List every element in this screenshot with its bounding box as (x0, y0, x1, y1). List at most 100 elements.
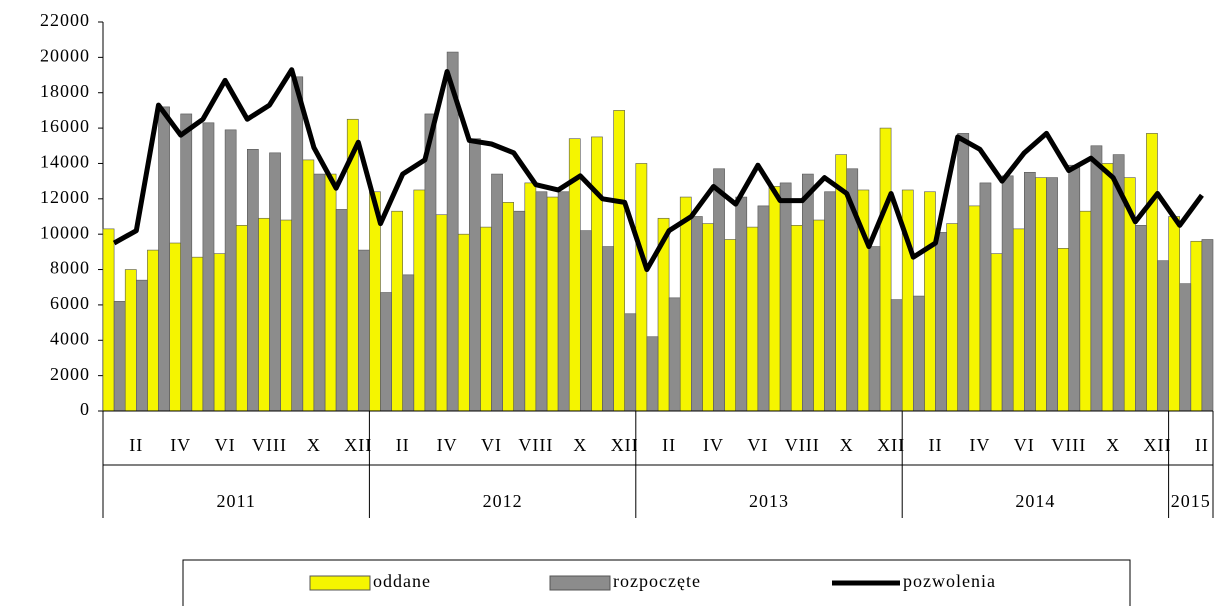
x-tick-label: IV (170, 435, 191, 455)
x-tick-label: IV (437, 435, 458, 455)
y-tick-label: 14000 (40, 152, 90, 172)
x-tick-label: VIII (1051, 435, 1086, 455)
bar (102, 228, 115, 412)
bar (435, 214, 448, 412)
y-tick-label: 16000 (40, 116, 90, 136)
bar (235, 225, 248, 412)
legend-label: pozwolenia (903, 571, 996, 591)
bar (258, 217, 270, 412)
y-tick-label: 0 (80, 399, 90, 419)
bar (1057, 248, 1069, 412)
x-tick-label: IV (969, 435, 990, 455)
bar (280, 219, 293, 412)
bar (946, 223, 958, 412)
x-tick-label: XII (611, 435, 639, 455)
x-tick-label: VIII (518, 435, 553, 455)
bar (269, 152, 281, 412)
bar (779, 182, 792, 412)
y-tick-label: 2000 (50, 364, 90, 384)
y-tick-label: 20000 (40, 45, 90, 65)
bar (646, 336, 659, 412)
x-tick-label: XII (1144, 435, 1172, 455)
y-tick-label: 10000 (40, 222, 90, 242)
bar (413, 189, 426, 412)
bar (979, 182, 992, 412)
x-tick-label: X (573, 435, 587, 455)
bar (1179, 283, 1192, 412)
bar (557, 191, 570, 412)
x-group-label: 2012 (483, 491, 523, 511)
bar (491, 173, 503, 412)
x-tick-label: VI (481, 435, 502, 455)
legend-swatch (309, 575, 371, 591)
bar (1046, 177, 1058, 412)
x-group-label: 2011 (217, 491, 256, 511)
legend-label: rozpoczęte (613, 571, 701, 591)
x-tick-label: II (129, 435, 143, 455)
bar (147, 249, 159, 412)
bar (635, 163, 648, 412)
bar (1024, 171, 1036, 412)
bar (480, 226, 492, 412)
bar (1012, 228, 1025, 412)
bar (169, 242, 182, 412)
bar (302, 159, 315, 412)
bar (391, 210, 404, 412)
y-tick-label: 18000 (40, 81, 90, 101)
x-tick-label: VI (747, 435, 768, 455)
bar (191, 256, 204, 412)
bar (1168, 216, 1180, 412)
bar (746, 226, 759, 412)
bar (180, 113, 193, 412)
bar (1135, 225, 1147, 412)
bar (457, 233, 470, 412)
bar (957, 133, 970, 412)
x-group-label: 2014 (1015, 491, 1055, 511)
bar (546, 196, 559, 412)
bar (1090, 145, 1103, 412)
bar (702, 223, 714, 412)
bar (335, 209, 348, 412)
bar (535, 191, 548, 412)
bar (768, 186, 781, 412)
bar (136, 279, 148, 412)
bar (679, 196, 692, 412)
bar (935, 232, 947, 412)
x-tick-label: X (307, 435, 321, 455)
bar (624, 313, 637, 412)
bar (158, 106, 170, 412)
bar (579, 230, 592, 412)
bar (735, 196, 748, 412)
bar (124, 269, 137, 412)
x-tick-label: X (840, 435, 854, 455)
bar (213, 253, 226, 412)
bar (1157, 260, 1169, 412)
bar (879, 127, 892, 412)
x-tick-label: II (396, 435, 410, 455)
x-tick-label: VIII (252, 435, 287, 455)
bar (1001, 175, 1014, 412)
bar (890, 299, 903, 412)
bar (613, 110, 625, 412)
bar (724, 239, 736, 412)
bar (602, 246, 614, 412)
bar (113, 301, 126, 412)
bar (380, 292, 392, 412)
x-tick-label: VI (215, 435, 236, 455)
x-tick-label: VI (1014, 435, 1035, 455)
legend-label: oddane (373, 571, 431, 591)
legend-swatch (549, 575, 611, 591)
bar (690, 216, 703, 412)
bar (291, 76, 304, 412)
bar (1201, 239, 1214, 412)
bar (990, 253, 1003, 412)
y-tick-label: 6000 (50, 293, 90, 313)
bar (1079, 210, 1092, 412)
bar (402, 274, 415, 412)
x-tick-label: II (662, 435, 676, 455)
x-tick-label: X (1106, 435, 1120, 455)
bar (224, 129, 237, 412)
bar (1101, 163, 1114, 412)
bar (801, 173, 814, 412)
y-tick-label: 22000 (40, 10, 90, 30)
